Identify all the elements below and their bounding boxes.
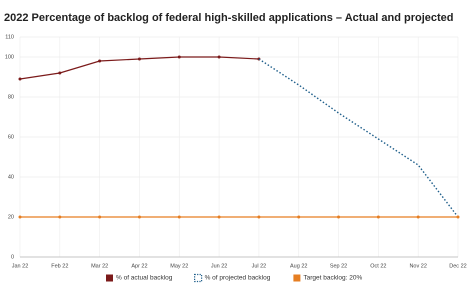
point	[58, 215, 62, 219]
y-tick-label: 0	[11, 254, 14, 260]
x-tick-label: Nov 22	[409, 263, 426, 269]
point	[177, 215, 181, 219]
y-tick-label: 60	[8, 134, 14, 140]
point	[217, 215, 221, 219]
x-tick-label: May 22	[170, 263, 188, 269]
legend-label: % of actual backlog	[116, 275, 173, 282]
point	[376, 215, 380, 219]
point	[337, 215, 341, 219]
legend-item: % of actual backlog	[106, 274, 173, 282]
legend-item: Target backlog: 20%	[293, 274, 363, 282]
point	[18, 77, 22, 81]
legend-label: % of projected backlog	[205, 275, 271, 282]
x-tick-label: Oct 22	[370, 263, 386, 269]
point	[297, 215, 301, 219]
x-tick-label: Mar 22	[91, 263, 108, 269]
y-tick-label: 20	[8, 214, 14, 220]
point	[177, 55, 181, 59]
point	[137, 215, 141, 219]
point	[137, 57, 141, 61]
series-line	[258, 58, 459, 218]
x-tick-label: Dec 22	[449, 263, 466, 269]
x-tick-label: Aug 22	[290, 263, 307, 269]
point	[217, 55, 221, 59]
x-tick-label: Jul 22	[252, 263, 267, 269]
legend-swatch	[293, 274, 301, 282]
legend-label: Target backlog: 20%	[303, 275, 362, 282]
point	[58, 71, 62, 75]
y-tick-label: 40	[8, 174, 14, 180]
legend-item: % of projected backlog	[194, 273, 271, 283]
x-tick-label: Feb 22	[51, 263, 68, 269]
point	[416, 215, 420, 219]
legend-swatch	[106, 274, 113, 282]
x-tick-label: Sep 22	[330, 263, 347, 269]
legend-swatch	[194, 273, 203, 283]
point	[98, 215, 102, 219]
y-tick-label: 100	[5, 54, 14, 60]
y-tick-label: 80	[8, 94, 14, 100]
point	[257, 215, 261, 219]
point	[18, 215, 22, 219]
y-tick-label: 110	[5, 34, 14, 40]
x-tick-label: Jan 22	[12, 263, 29, 269]
x-tick-label: Apr 22	[131, 263, 147, 269]
chart-title: 2022 Percentage of backlog of federal hi…	[4, 12, 454, 24]
x-tick-label: Jun 22	[211, 263, 228, 269]
point	[98, 59, 102, 63]
point	[456, 215, 460, 219]
